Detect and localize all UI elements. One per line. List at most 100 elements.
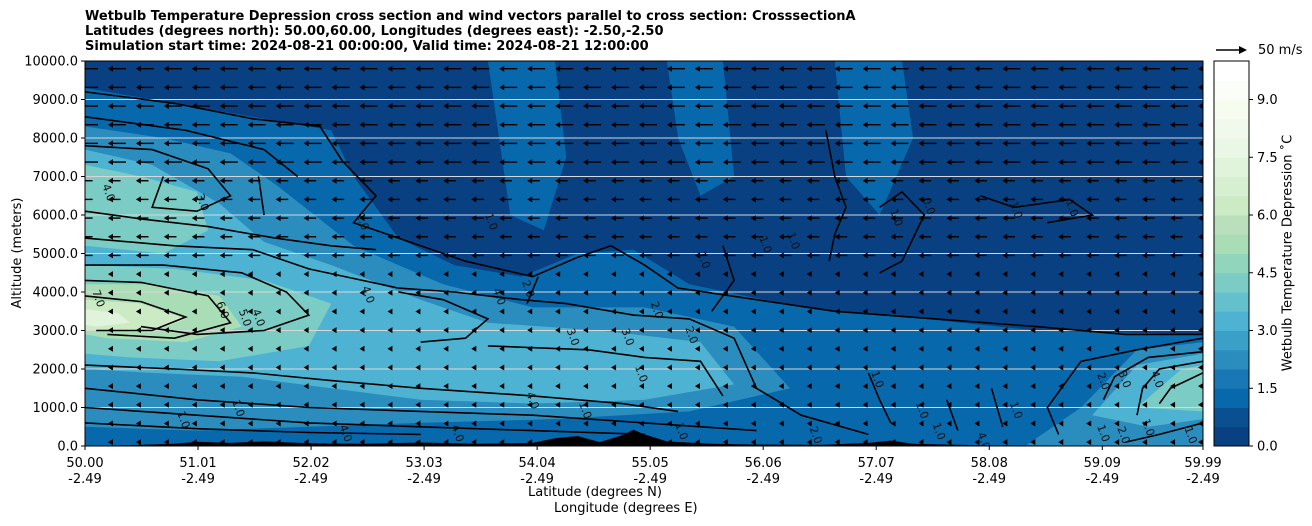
wind-vector [1086, 345, 1092, 352]
contour-line [85, 91, 1203, 336]
wind-vector [163, 159, 182, 166]
wind-vector [275, 271, 281, 278]
wind-vector [1198, 345, 1203, 352]
wind-vector [275, 420, 281, 427]
colorbar-segment [1214, 215, 1249, 235]
contour-label: 1.0 [1007, 400, 1025, 421]
wind-vector [331, 159, 350, 166]
contour-label: 2.0 [1094, 371, 1112, 392]
wind-vector [806, 383, 812, 390]
wind-vector [415, 196, 428, 203]
wind-vector [694, 177, 708, 184]
wind-vector [890, 401, 896, 408]
colorbar-tick-label: 9.0 [1257, 93, 1278, 108]
wind-vector [499, 327, 505, 334]
wind-vector [331, 289, 337, 296]
wind-vector [666, 364, 672, 371]
wind-vector [1142, 252, 1155, 259]
wind-vector [471, 84, 490, 91]
wind-vector [1030, 103, 1049, 110]
wind-vector [611, 420, 617, 427]
wind-vector [666, 215, 680, 222]
wind-vector [135, 308, 141, 315]
wind-vector [191, 159, 210, 166]
wind-vector [527, 65, 546, 72]
wind-vector [1142, 401, 1148, 408]
contour-label: 1.0 [1063, 198, 1081, 219]
contour-label: 1.0 [1007, 200, 1025, 221]
wind-vector [639, 103, 657, 110]
wind-vector [85, 67, 98, 70]
wind-vector [275, 252, 289, 259]
wind-vector [666, 308, 672, 315]
wind-vector [583, 383, 589, 390]
wind-vector [527, 252, 540, 259]
wind-vector [135, 215, 149, 222]
wind-vector [778, 308, 784, 315]
x-tick-label-lat: 53.03 [405, 456, 442, 471]
wind-vector [499, 271, 505, 278]
wind-vector [1198, 439, 1203, 446]
wind-vector [1114, 383, 1120, 390]
wind-vector [191, 364, 197, 371]
wind-vector [1142, 345, 1148, 352]
wind-vector [1086, 308, 1092, 315]
wind-vector [443, 177, 456, 184]
wind-vector [694, 383, 700, 390]
wind-vector [1058, 308, 1064, 315]
wind-vector [191, 401, 197, 408]
wind-vector [163, 439, 169, 446]
contour-line [85, 264, 311, 336]
wind-vector [778, 401, 784, 408]
wind-vector [331, 327, 337, 334]
wind-vector [1030, 289, 1036, 296]
wind-vector [974, 196, 987, 203]
wind-vector [974, 65, 993, 72]
wind-vector [1142, 65, 1161, 72]
wind-vector [555, 420, 561, 427]
wind-vector [639, 364, 644, 371]
wind-vector [331, 420, 337, 427]
x-tick-label-lon: -2.49 [972, 472, 1006, 487]
wind-vector [890, 345, 896, 352]
wind-vector [1198, 121, 1203, 128]
wind-vector [191, 252, 205, 259]
wind-vector [219, 252, 233, 259]
wind-vector [527, 177, 540, 184]
wind-vector [834, 364, 840, 371]
wind-vector [107, 233, 121, 240]
wind-vector [331, 383, 337, 390]
x-tick-label-lat: 57.07 [858, 456, 895, 471]
colorbar-segment [1214, 195, 1249, 216]
wind-vector [1170, 401, 1176, 408]
wind-vector [163, 215, 177, 222]
wind-vector [806, 289, 812, 296]
contour-fill-region [666, 61, 735, 196]
wind-vector [191, 121, 210, 128]
chart-title-line-3: Simulation start time: 2024-08-21 00:00:… [85, 39, 649, 54]
wind-vector [722, 103, 741, 110]
wind-vector [387, 364, 393, 371]
wind-vector [1086, 196, 1099, 203]
wind-vector [1114, 103, 1133, 110]
wind-vector [778, 327, 784, 334]
wind-vector [555, 233, 568, 240]
wind-vector [611, 308, 617, 315]
contour-label: 1.0 [868, 369, 886, 390]
wind-vector [806, 140, 825, 147]
contour-line [867, 372, 892, 424]
wind-vector [666, 140, 685, 147]
wind-vector [1170, 177, 1183, 184]
wind-vector [219, 159, 238, 166]
wind-vector [1030, 439, 1036, 446]
wind-vector [1198, 140, 1203, 147]
wind-vector [1114, 159, 1133, 166]
wind-vector [415, 345, 421, 352]
wind-vector [918, 65, 937, 72]
wind-vector [527, 271, 533, 278]
wind-vector [135, 252, 149, 259]
wind-vector [694, 308, 700, 315]
wind-vector [946, 420, 952, 427]
wind-vector [1002, 65, 1021, 72]
wind-vector [806, 215, 820, 222]
